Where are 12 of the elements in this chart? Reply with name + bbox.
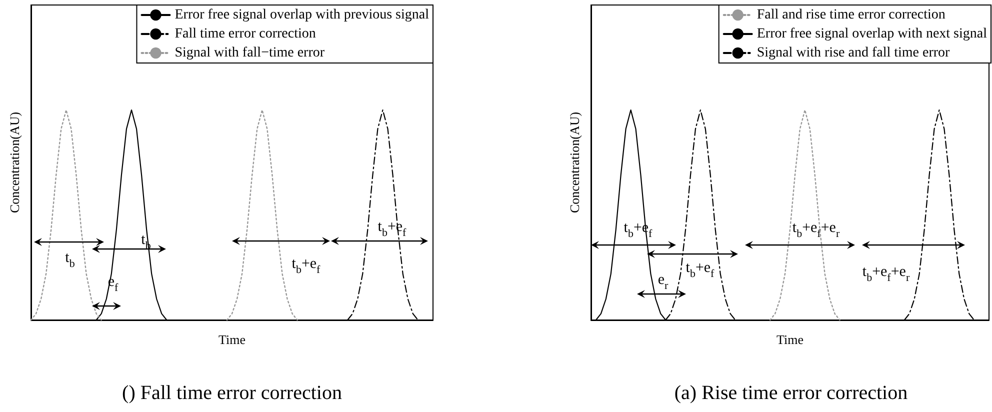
x-axis-title: Time [218, 332, 246, 347]
x-axis-title: Time [776, 332, 804, 347]
legend-label: Error free signal overlap with next signal [756, 26, 988, 42]
legend-label: Signal with rise and fall time error [756, 46, 950, 60]
legend-label: Fall time error correction [174, 26, 316, 42]
y-axis-title: Concentration(AU) [567, 112, 582, 214]
text: () Fall time error correction [122, 382, 342, 404]
y-axis-title: Concentration(AU) [7, 112, 22, 214]
text: (a) Rise time error correction [674, 382, 908, 404]
legend-label: Error free signal overlap with previous signal [174, 8, 430, 22]
legend-label: Fall and rise time error correction [756, 8, 946, 22]
legend-label: Signal with fall−time error [174, 46, 325, 60]
